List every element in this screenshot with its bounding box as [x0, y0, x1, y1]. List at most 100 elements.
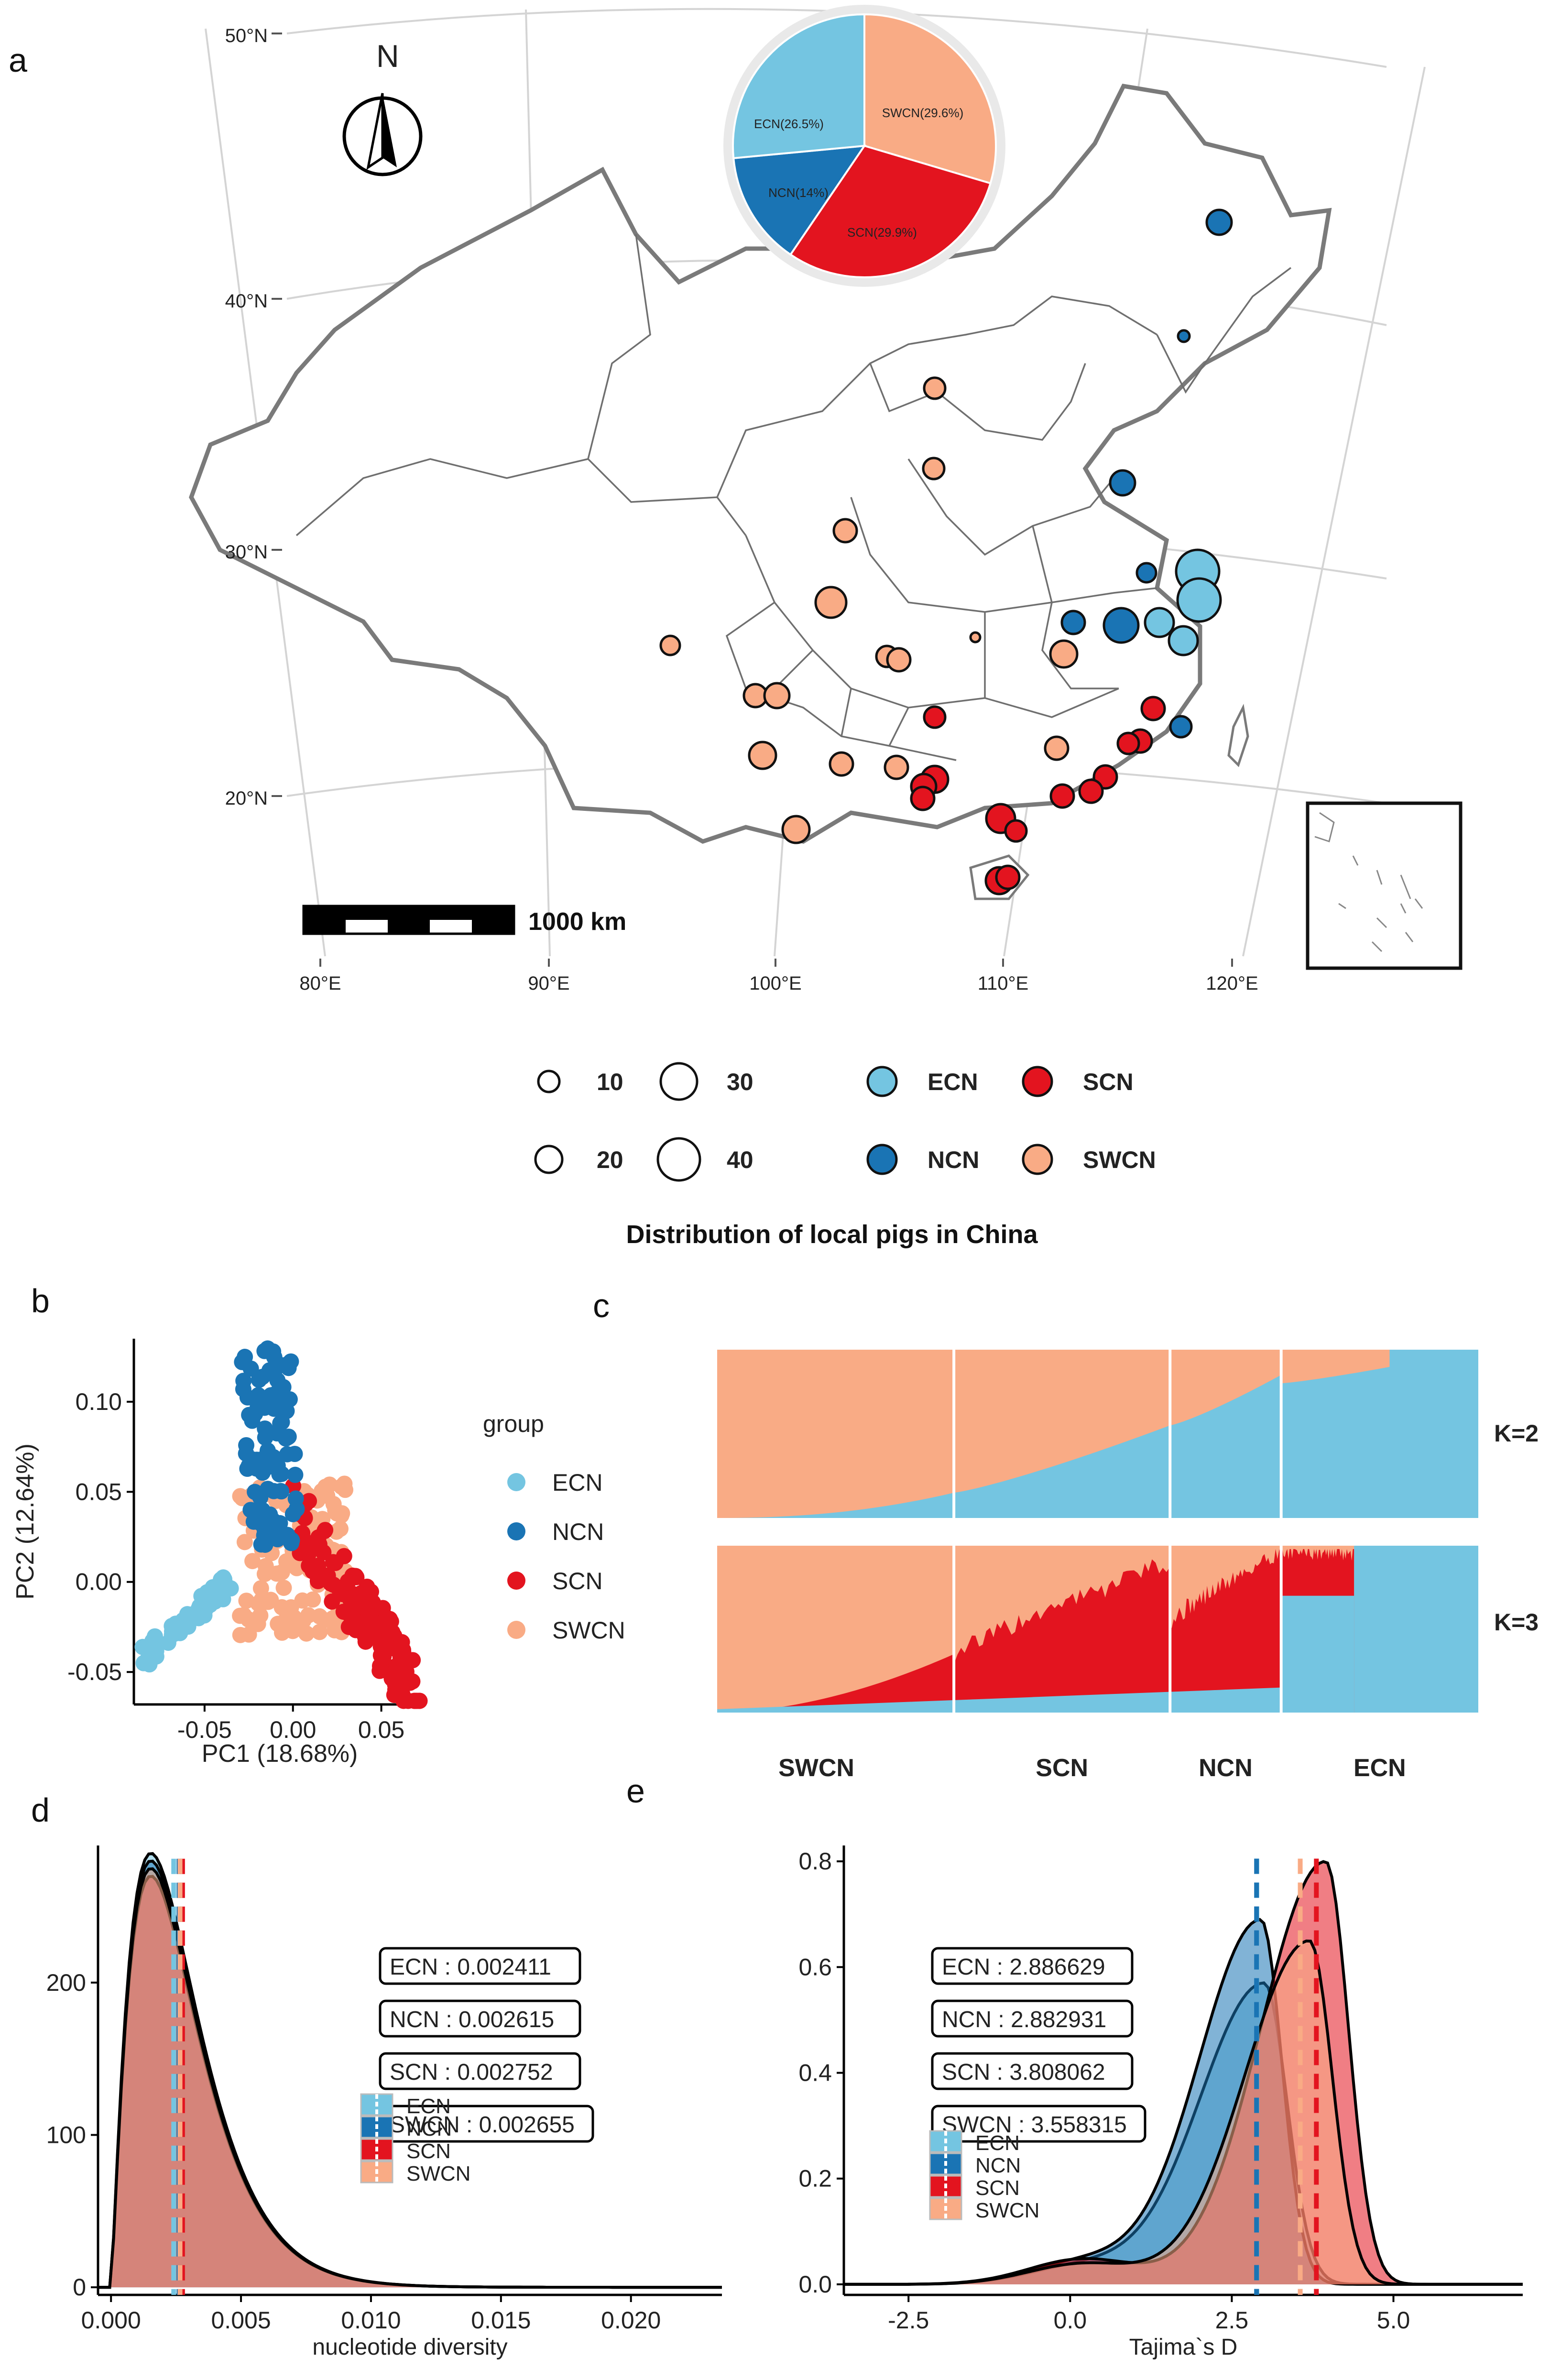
dens-e-legend-label: SCN [975, 2176, 1020, 2200]
pca-point-ncn [273, 1465, 290, 1482]
dens-e-y-tick-label: 0.2 [798, 2165, 832, 2192]
pca-point-ncn [261, 1362, 278, 1379]
pca-point-ecn [141, 1656, 158, 1673]
site-swcn [763, 682, 791, 710]
dens-e-x-tick-label: -2.5 [888, 2307, 929, 2334]
pca-point-swcn [298, 1625, 315, 1642]
dens-d-legend-label: SCN [406, 2140, 451, 2163]
k3-scn-component [1170, 1549, 1281, 1713]
latitude-label: 30°N [225, 542, 268, 563]
pca-point-ecn [213, 1571, 229, 1588]
pca-point-ncn [248, 1460, 265, 1477]
scale-bar: 1000 km [302, 905, 626, 936]
pca-point-ncn [247, 1511, 263, 1528]
dens-e-stat-label: SWCN : 3.558315 [942, 2112, 1127, 2138]
site-ncn [1060, 610, 1086, 635]
site-scn [923, 705, 947, 729]
size-legend-label: 10 [597, 1069, 623, 1095]
pca-legend-label: ECN [552, 1469, 603, 1496]
admixture-plot: K=2 K=3 SWCN SCN NCN ECN [717, 1350, 1539, 1782]
group-legend-swatch [1022, 1144, 1053, 1175]
pca-point-swcn [327, 1502, 344, 1518]
site-ncn [1177, 329, 1191, 343]
pca-point-ncn [262, 1387, 279, 1404]
pca-point-swcn [250, 1610, 267, 1627]
pca-point-ncn [273, 1483, 289, 1499]
pca-x-label: PC1 (18.68%) [202, 1740, 358, 1768]
pca-x-tick-label: 0.05 [358, 1716, 404, 1743]
panel-letter-d: d [31, 1791, 50, 1829]
pca-point-scn [315, 1544, 332, 1561]
size-legend-circle [534, 1145, 564, 1174]
pca-point-scn [317, 1522, 334, 1539]
pca-point-ncn [252, 1489, 269, 1506]
dens-e-y-tick-label: 0.0 [798, 2271, 832, 2298]
latitude-label: 40°N [225, 291, 268, 312]
nucleotide-diversity-plot: 0.000 0.005 0.010 0.015 0.020 0 100 200 nucleoti… [46, 1845, 722, 2360]
pca-point-ncn [262, 1506, 278, 1523]
dens-d-density-swcn [98, 1868, 722, 2288]
pca-point-ncn [287, 1466, 304, 1483]
pca-point-ncn [234, 1354, 251, 1370]
pca-point-scn [371, 1662, 388, 1679]
site-ecn [1176, 577, 1222, 623]
pca-point-scn [363, 1623, 380, 1639]
dens-d-y-tick-label: 200 [46, 1969, 86, 1996]
pca-point-swcn [294, 1592, 311, 1609]
size-legend: 10 30 20 40 [534, 1062, 753, 1182]
panel-letter-a: a [9, 42, 27, 79]
pca-legend-swatch [507, 1522, 525, 1540]
tajimas-d-plot: -2.5 0.0 2.5 5.0 0.0 0.2 0.4 0.6 0.8 Tajima`s D EC… [798, 1845, 1523, 2360]
admixture-group-label: NCN [1199, 1754, 1253, 1782]
pca-point-ncn [239, 1389, 256, 1406]
pca-point-scn [340, 1618, 357, 1635]
pie-slice-swcn [863, 13, 997, 185]
pca-y-tick-label: 0.10 [76, 1388, 122, 1415]
longitude-label: 100°E [749, 973, 801, 994]
pca-point-ncn [266, 1349, 283, 1365]
map-caption: Distribution of local pigs in China [626, 1220, 1038, 1249]
dens-d-stat-label: ECN : 0.002411 [390, 1954, 551, 1980]
pca-point-scn [379, 1610, 396, 1627]
site-swcn [1049, 639, 1079, 669]
dens-d-stat-label: SCN : 0.002752 [390, 2060, 553, 2085]
pie-slice-ecn [732, 13, 865, 160]
pca-point-ncn [275, 1379, 292, 1396]
pca-point-ncn [268, 1424, 285, 1441]
province-borders [295, 234, 1292, 761]
site-swcn [884, 754, 909, 780]
dens-e-density-ncn [844, 1919, 1523, 2284]
dens-e-stat-box [931, 1999, 1134, 2038]
group-proportion-pie: SWCN(29.6%) SCN(29.9%) NCN(14%) ECN(26.5%) [723, 5, 1005, 287]
site-ncn [1103, 607, 1140, 644]
site-swcn [886, 647, 912, 673]
site-scn [1049, 783, 1075, 809]
pca-point-ecn [175, 1612, 191, 1628]
sampling-sites [659, 208, 1233, 895]
dens-d-legend-label: NCN [406, 2117, 452, 2140]
latitude-label: 20°N [225, 788, 268, 809]
pca-point-ecn [146, 1628, 163, 1645]
pie-label: ECN(26.5%) [754, 117, 824, 131]
site-ncn [1205, 208, 1233, 236]
pca-point-ncn [279, 1356, 295, 1373]
k3-scn-component [717, 1654, 954, 1713]
group-legend-swatch [866, 1066, 898, 1097]
pca-point-ncn [238, 1445, 254, 1462]
taiwan-island [1227, 704, 1249, 767]
size-legend-circle [659, 1062, 699, 1101]
dens-d-x-tick-label: 0.005 [211, 2307, 271, 2334]
site-scn [995, 864, 1021, 890]
pca-point-scn [378, 1638, 395, 1655]
dens-e-legend-label: NCN [975, 2154, 1021, 2177]
group-legend-label: NCN [928, 1146, 979, 1173]
site-ncn [1169, 715, 1193, 739]
pca-plot: -0.05 0.00 0.05 -0.05 0.00 0.05 0.10 PC1 (18.68… [11, 1339, 625, 1768]
pca-legend-title: group [483, 1410, 544, 1437]
pca-point-ncn [235, 1373, 252, 1389]
dens-e-legend-label: SWCN [975, 2199, 1039, 2222]
group-legend: ECN SCN NCN SWCN [866, 1066, 1156, 1175]
site-scn [1140, 696, 1166, 721]
k3-scn-component [954, 1559, 1170, 1713]
pca-y-label: PC2 (12.64%) [11, 1443, 39, 1600]
